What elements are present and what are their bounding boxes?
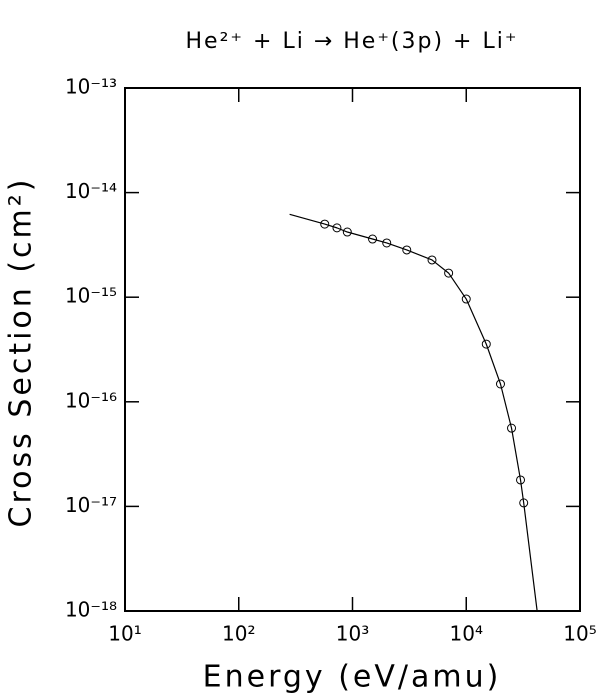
y-tick-label: 10⁻¹⁵ xyxy=(65,284,117,308)
data-point xyxy=(342,227,352,237)
y-tick-label: 10⁻¹⁷ xyxy=(65,493,117,517)
x-tick-label: 10² xyxy=(222,622,255,646)
x-axis-title: Energy (eV/amu) xyxy=(203,660,502,694)
x-tick-label: 10⁴ xyxy=(450,622,483,646)
data-point xyxy=(461,294,471,304)
data-point xyxy=(427,255,437,265)
x-tick-label: 10³ xyxy=(336,622,369,646)
data-point xyxy=(402,245,412,255)
data-point xyxy=(495,379,505,389)
y-tick-label: 10⁻¹⁴ xyxy=(65,179,117,203)
chart-title: He²⁺ + Li → He⁺(3p) + Li⁺ xyxy=(186,29,519,54)
data-point xyxy=(332,223,342,233)
data-point xyxy=(368,234,378,244)
data-point xyxy=(382,238,392,248)
data-point xyxy=(320,219,330,229)
y-tick-label: 10⁻¹³ xyxy=(65,75,117,99)
data-point xyxy=(507,423,517,433)
y-tick-label: 10⁻¹⁸ xyxy=(65,598,117,622)
x-tick-label: 10¹ xyxy=(108,622,141,646)
y-tick-label: 10⁻¹⁶ xyxy=(65,388,117,412)
data-point xyxy=(481,339,491,349)
y-axis-title: Cross Section (cm²) xyxy=(4,177,39,528)
fit-line xyxy=(289,213,538,612)
x-tick-label: 10⁵ xyxy=(563,622,596,646)
data-point xyxy=(444,268,454,278)
plot-frame xyxy=(124,87,581,612)
